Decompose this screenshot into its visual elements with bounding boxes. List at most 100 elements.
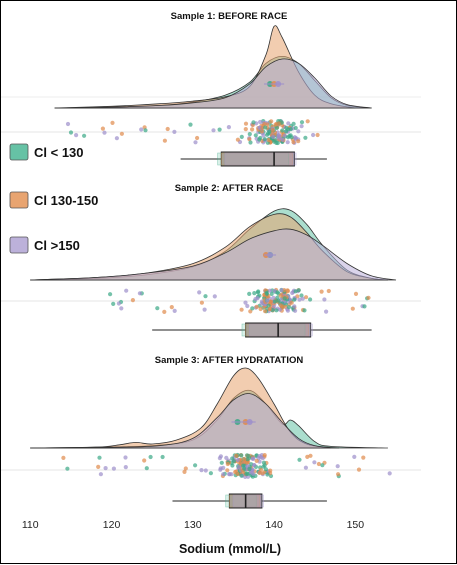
data-point	[227, 472, 232, 477]
data-point	[279, 120, 284, 125]
x-axis-title: Sodium (mmol/L)	[179, 542, 281, 556]
data-point	[248, 470, 254, 475]
data-point	[285, 289, 290, 294]
data-point	[362, 304, 367, 309]
x-tick-label: 150	[347, 519, 365, 531]
data-point	[274, 308, 279, 313]
data-point	[155, 306, 160, 311]
data-point	[247, 132, 252, 137]
data-point	[188, 122, 193, 127]
data-point	[253, 133, 258, 138]
data-point	[286, 305, 292, 310]
data-point	[280, 304, 286, 309]
data-point	[61, 455, 66, 460]
data-point	[235, 457, 240, 463]
data-point	[322, 297, 327, 302]
data-point	[102, 130, 107, 135]
data-point	[253, 297, 258, 302]
data-point	[308, 453, 313, 458]
data-point	[296, 139, 301, 144]
data-point	[267, 288, 272, 293]
data-point	[217, 127, 222, 132]
data-point	[182, 469, 187, 474]
data-point	[172, 308, 177, 313]
data-point	[272, 299, 277, 304]
data-point	[324, 309, 329, 314]
data-point	[267, 307, 272, 312]
data-point	[353, 291, 359, 296]
data-point	[272, 139, 277, 144]
legend-label: Cl < 130	[34, 145, 84, 160]
data-point	[265, 132, 270, 137]
data-point	[65, 466, 70, 471]
data-point	[263, 125, 268, 130]
data-point	[193, 140, 198, 145]
data-point	[335, 464, 340, 469]
data-point	[242, 456, 247, 462]
data-point	[286, 121, 291, 126]
panel-title: Sample 3: AFTER HYDRATATION	[155, 355, 304, 366]
data-point	[172, 129, 177, 134]
data-point	[264, 291, 269, 296]
data-point	[289, 300, 294, 305]
data-point	[123, 455, 128, 460]
data-point	[269, 119, 274, 124]
data-point	[305, 119, 310, 124]
data-point	[291, 121, 296, 126]
data-point	[144, 466, 149, 471]
data-point	[254, 304, 259, 309]
data-point	[252, 463, 257, 468]
data-point	[96, 464, 101, 469]
data-point	[296, 129, 301, 134]
data-point	[243, 300, 248, 305]
data-point	[169, 305, 174, 310]
data-point	[119, 131, 124, 136]
data-point	[265, 122, 270, 127]
data-point	[74, 133, 79, 138]
data-point	[245, 471, 250, 476]
data-point	[239, 453, 244, 458]
data-point	[292, 135, 297, 140]
data-point	[265, 472, 270, 477]
data-point	[247, 466, 252, 472]
legend-swatch	[9, 143, 29, 161]
data-point	[197, 290, 202, 295]
data-point	[234, 453, 239, 458]
data-point	[231, 459, 237, 464]
data-point	[68, 130, 74, 135]
data-point	[275, 140, 280, 146]
data-point	[225, 461, 230, 467]
data-point	[282, 133, 287, 138]
data-point	[277, 136, 283, 141]
data-point	[356, 467, 362, 472]
data-point	[263, 467, 268, 472]
legend-label: Cl >150	[34, 238, 80, 253]
data-point	[108, 292, 113, 297]
data-point	[97, 455, 102, 460]
data-point	[271, 134, 276, 139]
data-point	[293, 125, 298, 131]
data-point	[274, 125, 279, 130]
data-point	[248, 140, 253, 145]
data-point	[257, 137, 262, 142]
data-point	[302, 308, 307, 313]
data-point	[280, 128, 285, 133]
data-point	[239, 473, 244, 478]
x-tick-label: 140	[265, 519, 283, 531]
data-point	[248, 309, 253, 314]
data-point	[267, 129, 272, 134]
data-point	[258, 119, 263, 125]
data-point	[148, 454, 153, 460]
data-point	[258, 306, 263, 312]
data-point	[361, 455, 366, 460]
data-point	[160, 454, 165, 460]
data-point	[217, 456, 222, 461]
data-point	[212, 294, 217, 299]
data-point	[110, 120, 115, 125]
data-point	[111, 301, 116, 306]
density-curve	[30, 228, 397, 281]
data-point	[254, 458, 259, 463]
data-point	[239, 307, 244, 312]
data-point	[270, 128, 275, 133]
